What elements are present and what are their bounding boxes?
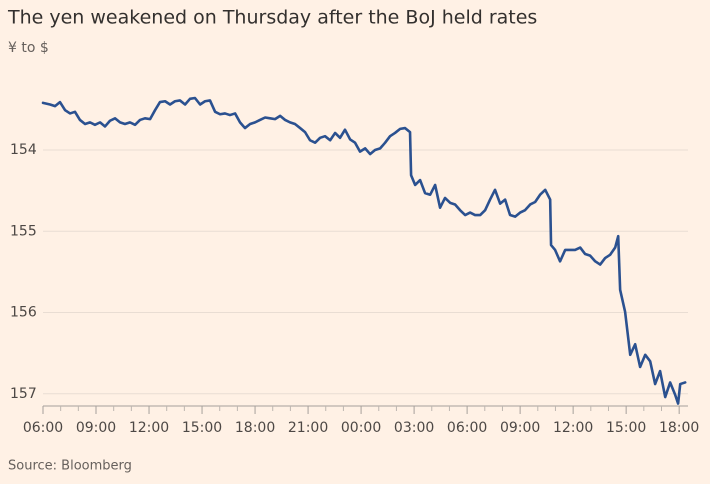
y-tick-label: 154 [10,142,37,158]
x-tick-label: 06:00 [23,420,63,436]
x-tick-label: 18:00 [235,420,275,436]
x-tick-label: 21:00 [288,420,328,436]
x-tick-label: 00:00 [341,420,381,436]
x-tick-label: 09:00 [500,420,540,436]
x-tick-label: 18:00 [659,420,699,436]
x-tick-label: 03:00 [394,420,434,436]
x-tick-label: 15:00 [606,420,646,436]
x-tick-label: 12:00 [553,420,593,436]
y-tick-label: 157 [10,386,37,402]
line [41,96,687,405]
chart-subtitle: ¥ to $ [8,40,49,56]
y-tick-label: 155 [10,223,37,239]
x-tick-label: 12:00 [129,420,169,436]
chart-title: The yen weakened on Thursday after the B… [7,7,537,29]
y-tick-label: 156 [10,305,37,321]
x-tick-label: 06:00 [447,420,487,436]
x-tick-label: 15:00 [182,420,222,436]
source: Source: Bloomberg [8,459,132,474]
x-tick-label: 09:00 [76,420,116,436]
